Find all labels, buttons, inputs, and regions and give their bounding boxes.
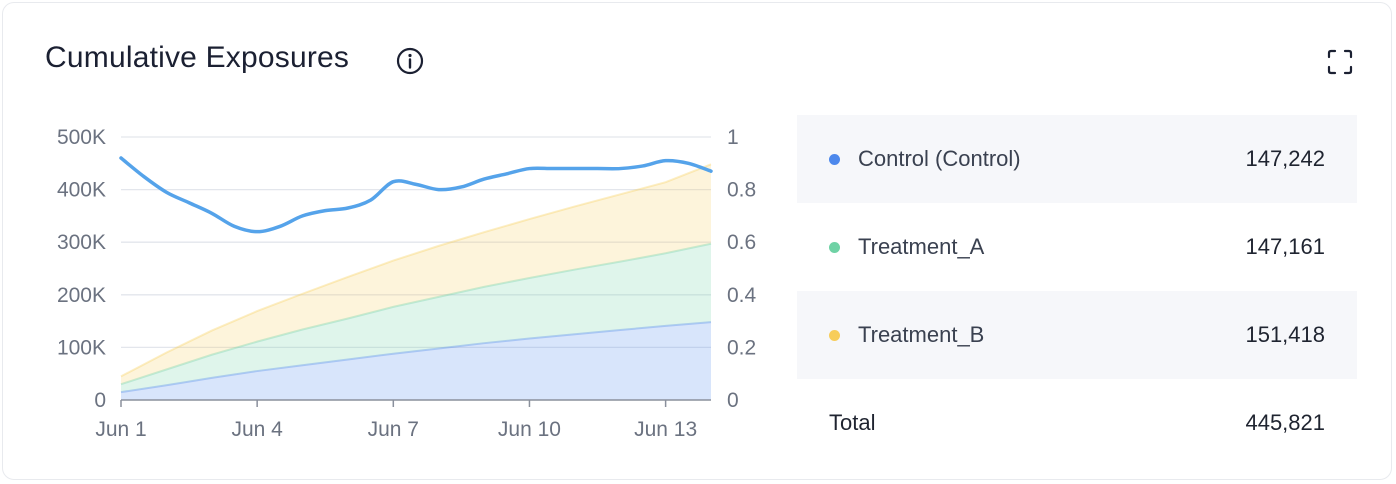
y-left-tick-label: 400K bbox=[57, 179, 106, 202]
page-title: Cumulative Exposures bbox=[45, 41, 350, 74]
x-tick-label: Jun 4 bbox=[231, 418, 283, 441]
y-left-tick-label: 100K bbox=[57, 336, 106, 359]
legend-table: Control (Control) 147,242 Treatment_A 14… bbox=[797, 115, 1357, 467]
y-right-tick-label: 0.2 bbox=[727, 336, 756, 359]
legend-label: Treatment_B bbox=[858, 322, 985, 347]
info-icon[interactable] bbox=[395, 46, 425, 76]
control-color-dot bbox=[829, 153, 840, 165]
y-right-tick-label: 0.8 bbox=[727, 179, 756, 202]
total-value: 445,821 bbox=[1245, 410, 1325, 435]
legend-label: Treatment_A bbox=[858, 234, 985, 259]
legend-value: 147,161 bbox=[1245, 234, 1325, 259]
area-edge bbox=[120, 321, 712, 394]
x-tick-label: Jun 13 bbox=[634, 418, 697, 441]
y-right-tick-label: 0.4 bbox=[727, 284, 757, 307]
treatment-a-color-dot bbox=[829, 241, 840, 253]
area-edge bbox=[120, 242, 712, 386]
area-edge bbox=[120, 163, 712, 378]
expand-icon[interactable] bbox=[1325, 47, 1355, 77]
rate-line bbox=[119, 156, 713, 234]
x-tick-label: Jun 1 bbox=[95, 418, 146, 441]
y-left-tick-label: 0 bbox=[94, 389, 106, 412]
area-treatment-b bbox=[121, 164, 711, 385]
y-left-tick-label: 200K bbox=[57, 284, 106, 307]
x-tick-label: Jun 7 bbox=[368, 418, 419, 441]
legend-row-total: Total 445,821 bbox=[797, 379, 1357, 467]
legend-value: 147,242 bbox=[1245, 146, 1325, 171]
y-left-tick-label: 500K bbox=[57, 126, 106, 149]
legend-value: 151,418 bbox=[1245, 322, 1325, 347]
y-right-tick-label: 0 bbox=[727, 389, 739, 412]
legend-label: Control (Control) bbox=[858, 146, 1021, 171]
legend-row-treatment-a: Treatment_A 147,161 bbox=[797, 203, 1357, 291]
y-left-tick-label: 300K bbox=[57, 231, 106, 254]
treatment-b-color-dot bbox=[829, 329, 840, 341]
y-right-tick-label: 1 bbox=[727, 126, 739, 149]
legend-row-treatment-b: Treatment_B 151,418 bbox=[797, 291, 1357, 379]
exposure-chart: Jun 1 Jun 4 Jun 7 Jun 10 Jun 13 0 100K 200K 300K… bbox=[57, 126, 757, 441]
area-treatment-a bbox=[121, 243, 711, 393]
legend-row-control: Control (Control) 147,242 bbox=[797, 115, 1357, 203]
area-control-control- bbox=[121, 322, 711, 400]
x-tick-label: Jun 10 bbox=[498, 418, 561, 441]
y-right-tick-label: 0.6 bbox=[727, 231, 756, 254]
total-label: Total bbox=[829, 410, 876, 435]
